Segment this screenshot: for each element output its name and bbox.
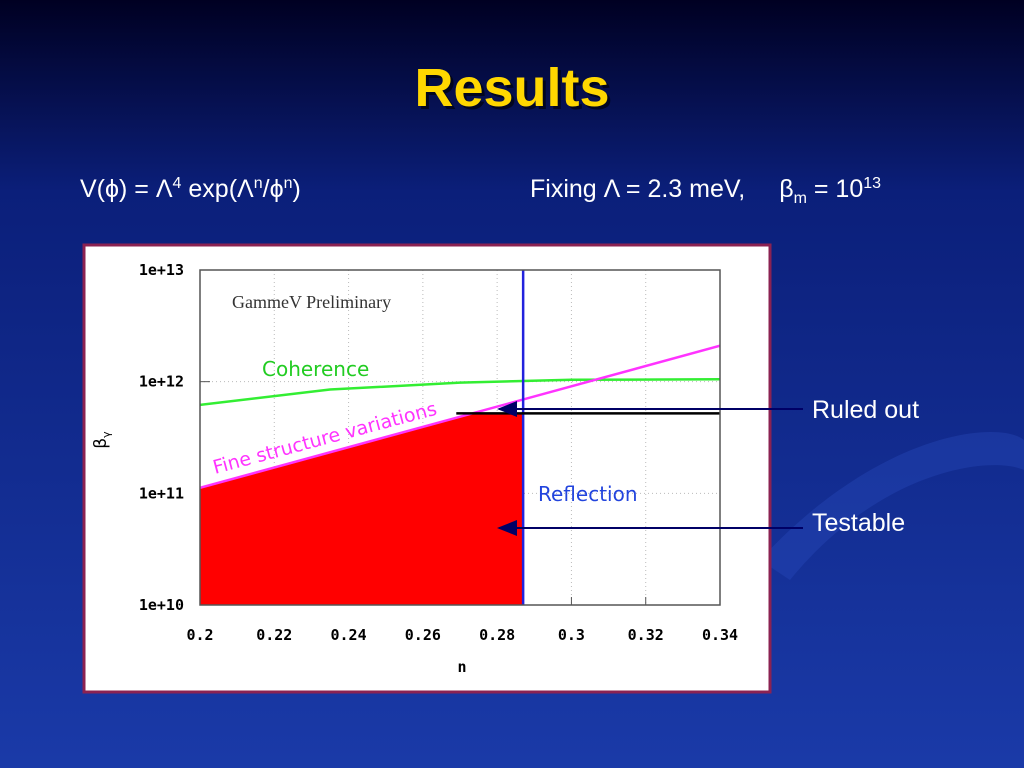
x-tick-label: 0.3 <box>558 626 585 644</box>
y-tick-label: 1e+12 <box>139 373 184 391</box>
decoration <box>760 432 1024 580</box>
formula-sup: 4 <box>173 175 182 192</box>
x-tick-label: 0.24 <box>331 626 367 644</box>
x-tick-label: 0.34 <box>702 626 738 644</box>
formula-part: ) <box>292 175 300 203</box>
fixing-part: β <box>779 175 793 203</box>
plot-frame <box>199 269 721 606</box>
x-axis-label: n <box>457 658 466 676</box>
y-axis-label-sub: γ <box>100 431 113 438</box>
x-tick-label: 0.22 <box>256 626 292 644</box>
line <box>200 378 720 407</box>
y-tick-label: 1e+13 <box>139 261 184 279</box>
x-tick-label: 0.26 <box>405 626 441 644</box>
callout: Ruled out <box>812 396 919 424</box>
x-tick-label: 0.28 <box>479 626 515 644</box>
y-axis-label-part: β <box>91 438 111 449</box>
callout: Testable <box>812 509 905 537</box>
annotation: Coherence <box>262 357 369 381</box>
formula: V(ϕ) = Λ4 exp(Λn/ϕn) <box>80 175 301 203</box>
annotation: GammeV Preliminary <box>232 292 391 312</box>
annotation: Reflection <box>538 482 638 506</box>
fixing: Fixing Λ = 2.3 meV, βm = 1013 <box>530 175 881 207</box>
formula-part: exp(Λ <box>181 175 254 203</box>
slide-title: Results <box>414 58 609 118</box>
fixing-sub: m <box>794 190 807 207</box>
fixing-part: = 10 <box>807 175 863 203</box>
y-axis-label: βγ <box>91 431 113 449</box>
plot-area <box>200 270 720 605</box>
line <box>200 344 720 490</box>
fixing-sup: 13 <box>863 175 881 192</box>
formula-part: /ϕ <box>263 175 284 203</box>
fixing-part: Fixing Λ = 2.3 meV, <box>530 175 745 203</box>
formula-sup: n <box>284 175 293 192</box>
x-tick-label: 0.32 <box>628 626 664 644</box>
formula-sup: n <box>254 175 263 192</box>
y-tick-label: 1e+10 <box>139 596 184 614</box>
formula-part: V(ϕ) = Λ <box>80 175 173 203</box>
y-tick-label: 1e+11 <box>139 484 184 502</box>
x-tick-label: 0.2 <box>186 626 213 644</box>
area <box>200 413 524 605</box>
title-shadow: Results <box>417 61 612 121</box>
